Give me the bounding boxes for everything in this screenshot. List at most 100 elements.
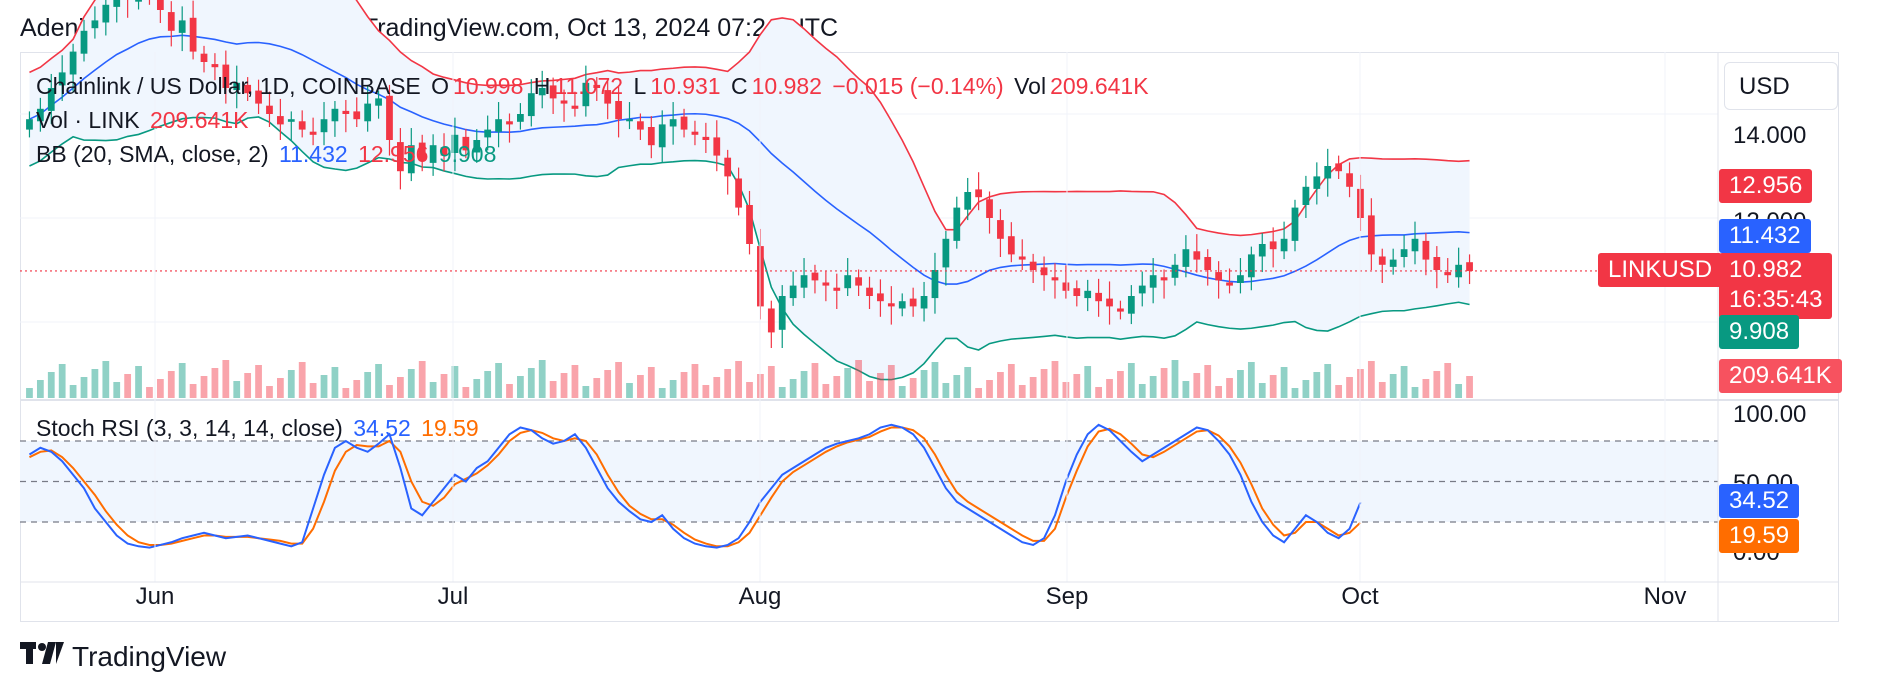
volume-bar — [1040, 369, 1048, 398]
volume-bar — [647, 367, 655, 398]
candle-body — [1346, 173, 1353, 187]
legend-bb: BB (20, SMA, close, 2) 11.432 12.956 9.9… — [36, 141, 500, 168]
candle-body — [1411, 238, 1419, 252]
candle-body — [102, 4, 110, 23]
volume-bar — [778, 387, 786, 398]
legend-symbol[interactable]: Chainlink / US Dollar, 1D, COINBASE — [36, 73, 421, 99]
candle-body — [1029, 261, 1037, 270]
volume-bar — [1127, 363, 1135, 398]
candle-body — [1466, 262, 1473, 272]
volume-bar — [266, 386, 273, 398]
volume-bar — [135, 366, 142, 398]
candle-body — [1117, 308, 1124, 312]
volume-bar — [953, 375, 961, 398]
volume-bar — [811, 363, 819, 398]
volume-bar — [1226, 378, 1233, 398]
volume-bar — [833, 376, 841, 398]
stoch-axis-tick: 100.00 — [1733, 401, 1806, 428]
currency-button[interactable]: USD — [1724, 62, 1838, 110]
candle-body — [615, 101, 622, 120]
candle-body — [222, 64, 230, 88]
volume-bar — [47, 372, 55, 398]
legend-volume: Vol · LINK 209.641K — [36, 107, 252, 134]
candle-body — [189, 17, 197, 52]
legend-bb-label[interactable]: BB (20, SMA, close, 2) — [36, 141, 269, 167]
candle-body — [407, 145, 415, 174]
volume-bar — [1444, 363, 1452, 398]
legend-bb-upper: 12.956 — [358, 141, 429, 167]
volume-bar — [1302, 380, 1310, 398]
volume-bar — [877, 373, 884, 398]
candle-body — [211, 64, 219, 68]
bb-basis-label: 11.432 — [1719, 219, 1811, 253]
candle-body — [1455, 264, 1463, 278]
volume-bar — [1346, 377, 1353, 398]
candle-body — [1237, 275, 1244, 283]
candle-body — [1226, 282, 1233, 286]
volume-bar — [1258, 383, 1266, 398]
legend-vol-line-value: 209.641K — [149, 107, 249, 133]
volume-bar — [942, 383, 950, 398]
candle-body — [789, 285, 797, 299]
legend-open-label: O — [431, 73, 450, 99]
volume-bar — [69, 385, 77, 398]
candle-body — [1258, 244, 1266, 257]
legend-main: Chainlink / US Dollar, 1D, COINBASE O 10.… — [36, 73, 1153, 100]
candle-body — [1389, 259, 1397, 267]
volume-bar — [255, 365, 262, 398]
volume-bar — [680, 372, 688, 398]
volume-bar — [440, 374, 448, 398]
volume-bar — [887, 365, 895, 398]
chart-frame — [20, 52, 1839, 622]
volume-bar — [211, 368, 219, 398]
volume-bar — [375, 364, 382, 398]
candle-body — [58, 72, 66, 86]
candle-body — [1149, 275, 1157, 288]
candle-body — [342, 110, 350, 114]
volume-bar — [735, 361, 742, 398]
volume-bar — [80, 377, 88, 398]
candle-body — [1433, 257, 1441, 270]
volume-bar — [386, 385, 393, 398]
legend-bb-basis: 11.432 — [279, 141, 348, 167]
candle-body — [593, 84, 601, 88]
bb-lower-label: 9.908 — [1719, 315, 1800, 349]
candle-body — [440, 147, 448, 156]
candle-body — [1095, 292, 1102, 302]
volume-bar — [658, 388, 666, 398]
candle-body — [887, 303, 895, 307]
candle-body — [746, 205, 753, 244]
volume-bar — [1193, 373, 1201, 398]
volume-bar — [1138, 384, 1146, 398]
volume-bar — [1389, 374, 1397, 398]
candle-body — [724, 157, 732, 177]
candle-body — [1269, 241, 1277, 250]
candle-body — [800, 275, 808, 288]
tradingview-logo-icon — [20, 640, 64, 674]
legend-low-label: L — [633, 73, 647, 99]
legend-stoch-label[interactable]: Stoch RSI (3, 3, 14, 14, close) — [36, 415, 343, 441]
candle-body — [549, 85, 557, 99]
candle-body — [713, 137, 721, 156]
candle-body — [135, 0, 142, 2]
volume-bar — [1160, 368, 1168, 398]
volume-bar — [1378, 382, 1386, 398]
volume-bar — [1433, 371, 1441, 398]
candle-body — [647, 127, 655, 146]
candle-body — [353, 111, 361, 120]
volume-bar — [1400, 366, 1408, 398]
candle-body — [735, 178, 742, 208]
legend-vol-line-label[interactable]: Vol · LINK — [36, 107, 140, 133]
last-price: 10.982 — [1729, 256, 1803, 283]
candle-body — [538, 88, 546, 96]
volume-bar — [1335, 385, 1343, 398]
candle-body — [1280, 238, 1288, 252]
footer-logo[interactable]: TradingView — [20, 640, 226, 674]
candle-body — [1127, 296, 1135, 314]
time-axis-tick: Jul — [438, 583, 469, 610]
candle-body — [986, 199, 993, 218]
legend-open: 10.998 — [453, 73, 524, 99]
legend-change: −0.015 (−0.14%) — [832, 73, 1004, 99]
legend-high: 11.072 — [554, 73, 624, 99]
